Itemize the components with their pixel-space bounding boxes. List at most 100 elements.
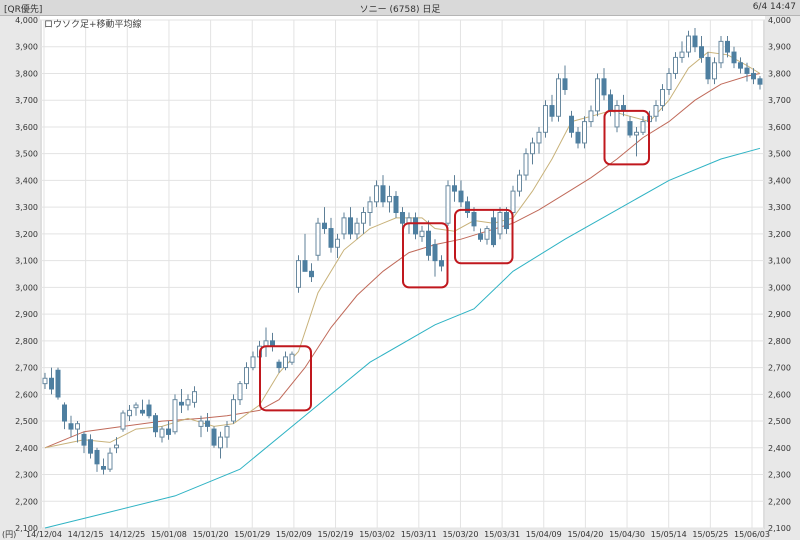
- timestamp-label: 6/4 14:47: [752, 2, 796, 12]
- candle-up: [367, 201, 373, 214]
- y-tick-label-right: 2,700: [768, 364, 791, 373]
- x-tick-label: 15/01/29: [234, 530, 270, 539]
- candle-down: [81, 433, 87, 446]
- candle-up: [133, 404, 139, 409]
- candle-down: [309, 270, 314, 278]
- y-axis-left-band: [0, 16, 40, 540]
- candle-down: [55, 369, 61, 398]
- candle-down: [562, 78, 568, 91]
- x-tick-label: 15/04/30: [609, 530, 645, 539]
- candle-up: [114, 444, 119, 449]
- candle-up: [634, 131, 639, 136]
- candle-down: [705, 56, 711, 80]
- candle-down: [393, 195, 399, 214]
- highlight-box: [603, 109, 650, 166]
- candle-down: [166, 428, 171, 435]
- candle-up: [640, 121, 646, 133]
- candle-up: [543, 105, 548, 133]
- candle-up: [686, 35, 691, 53]
- candle-up: [595, 78, 600, 112]
- candle-down: [608, 94, 613, 112]
- candle-up: [250, 356, 256, 369]
- candle-down: [88, 439, 93, 454]
- candle-down: [575, 131, 581, 144]
- candle-up: [510, 190, 516, 214]
- y-tick-label-left: 2,300: [15, 471, 38, 480]
- y-tick-label-left: 2,100: [15, 524, 38, 533]
- y-tick-label-right: 3,200: [768, 230, 791, 239]
- y-tick-label-left: 2,500: [15, 417, 38, 426]
- candle-up: [289, 353, 295, 363]
- y-tick-label-right: 2,200: [768, 497, 791, 506]
- y-tick-label-right: 2,400: [768, 444, 791, 453]
- y-tick-label-right: 3,700: [768, 96, 791, 105]
- candle-down: [731, 51, 737, 64]
- y-tick-label-left: 2,400: [15, 444, 38, 453]
- candle-up: [666, 72, 672, 91]
- candle-up: [588, 110, 594, 123]
- highlight-box: [402, 222, 449, 289]
- x-tick-label: 15/03/11: [401, 530, 437, 539]
- y-tick-label-left: 2,800: [15, 337, 38, 346]
- candle-down: [426, 230, 431, 256]
- x-axis-band: [0, 528, 800, 540]
- y-tick-label-left: 3,600: [15, 123, 38, 132]
- y-tick-label-right: 2,600: [768, 390, 791, 399]
- y-unit-label: (円): [2, 530, 16, 539]
- candle-down: [744, 67, 750, 74]
- candle-down: [94, 449, 100, 465]
- x-tick-label: 15/01/20: [193, 530, 229, 539]
- candle-up: [244, 367, 249, 385]
- candle-down: [205, 420, 210, 427]
- candle-up: [484, 228, 490, 240]
- x-tick-label: 15/03/31: [484, 530, 520, 539]
- y-tick-label-left: 2,700: [15, 364, 38, 373]
- y-tick-label-left: 3,900: [15, 43, 38, 52]
- y-tick-label-right: 3,500: [768, 150, 791, 159]
- candle-down: [601, 78, 607, 96]
- highlight-box: [259, 345, 312, 412]
- candle-down: [146, 404, 152, 417]
- y-tick-label-right: 2,800: [768, 337, 791, 346]
- y-tick-label-left: 4,000: [15, 16, 38, 25]
- y-tick-label-right: 3,300: [768, 203, 791, 212]
- y-tick-label-left: 3,700: [15, 96, 38, 105]
- chart-title: ソニー (6758) 日足: [359, 5, 441, 15]
- candle-up: [335, 238, 340, 248]
- candles: [42, 28, 763, 475]
- x-tick-label: 15/05/25: [692, 530, 728, 539]
- candle-up: [159, 428, 165, 438]
- priority-label: [QR優先]: [4, 5, 43, 15]
- candle-up: [361, 212, 366, 224]
- y-tick-label-left: 3,400: [15, 176, 38, 185]
- candle-down: [471, 212, 477, 227]
- candle-up: [75, 423, 80, 430]
- y-tick-label-left: 3,300: [15, 203, 38, 212]
- candle-up: [198, 420, 204, 427]
- candle-up: [127, 409, 132, 417]
- candle-up: [660, 89, 665, 107]
- candle-up: [354, 222, 360, 235]
- candle-down: [62, 404, 67, 422]
- candle-down: [276, 361, 282, 369]
- y-tick-label-left: 3,100: [15, 257, 38, 266]
- candle-up: [185, 399, 191, 406]
- candle-up: [120, 412, 126, 430]
- ma-long-line: [44, 147, 761, 529]
- highlight-box: [454, 208, 514, 265]
- candle-up: [445, 185, 451, 224]
- highlight-boxes: [259, 109, 650, 412]
- candle-up: [556, 78, 561, 117]
- x-tick-label: 15/05/14: [651, 530, 687, 539]
- candle-down: [322, 222, 327, 230]
- x-tick-label: 15/02/09: [276, 530, 312, 539]
- candle-up: [530, 142, 535, 155]
- candle-up: [712, 62, 717, 80]
- candle-up: [387, 195, 392, 203]
- chart-legend: ロウソク足+移動平均線: [44, 18, 142, 30]
- x-tick-label: 15/04/09: [526, 530, 562, 539]
- candle-up: [107, 452, 113, 470]
- x-tick-label: 15/01/08: [151, 530, 187, 539]
- x-tick-label: 15/03/20: [443, 530, 479, 539]
